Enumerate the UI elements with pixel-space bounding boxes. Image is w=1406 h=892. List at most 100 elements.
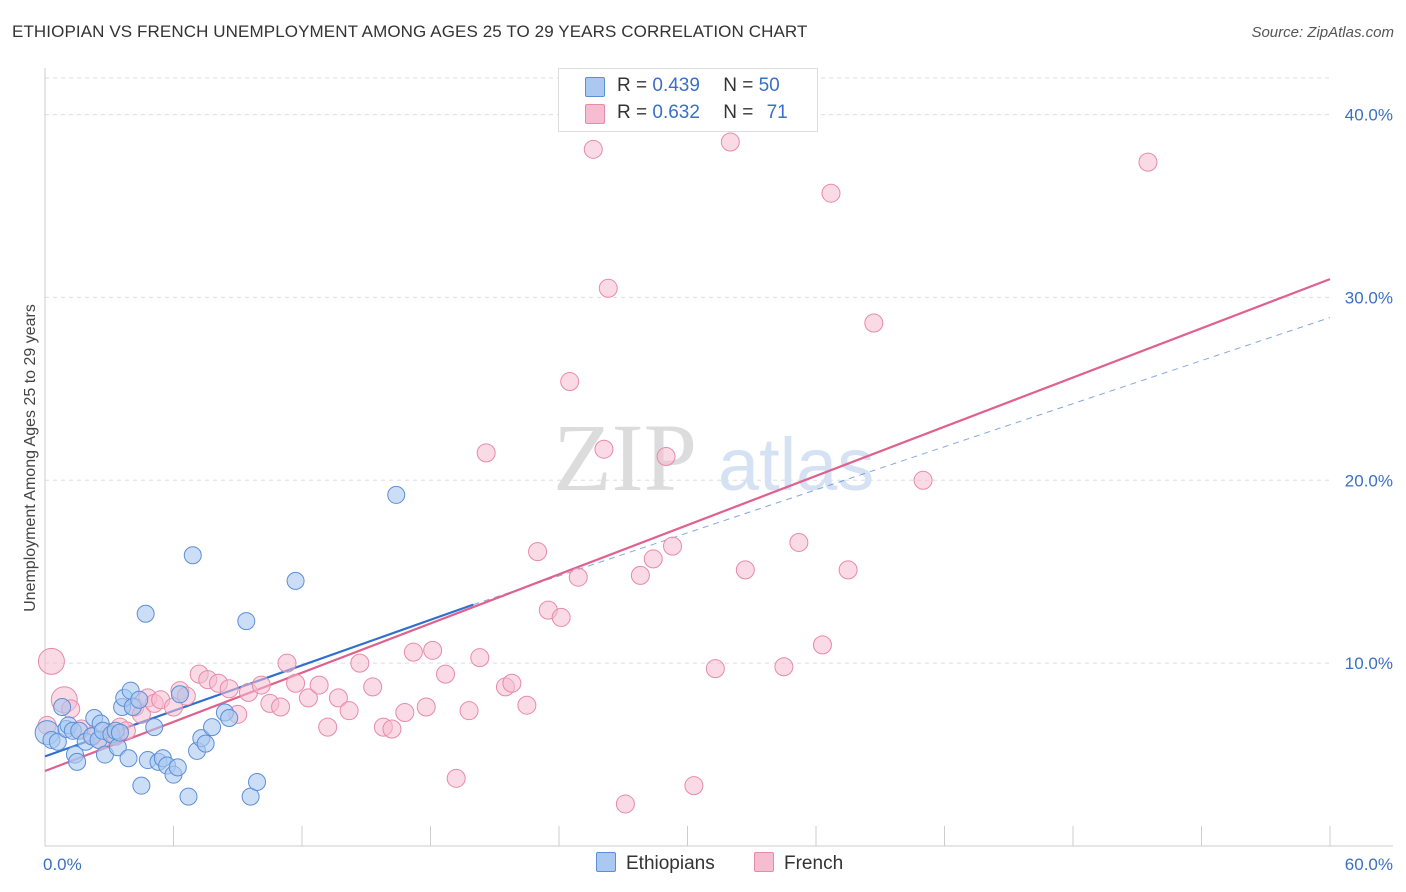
source-credit: Source: ZipAtlas.com [1251,24,1394,41]
french-point [309,675,329,695]
y-tick-label: 10.0% [1345,654,1393,673]
french-point [864,313,884,333]
legend-ethiopians[interactable]: Ethiopians [596,852,715,875]
french-point [630,565,650,585]
french-point [403,642,423,662]
french-point [395,703,415,723]
french-point [551,607,571,627]
ethiopians-r-label: R = [617,75,648,96]
french-point [656,447,676,467]
ethiopians-stats: R = 0.439 N = 50 [617,75,780,97]
french-point [363,677,383,697]
y-tick-label: 40.0% [1345,106,1393,125]
french-point [838,560,858,580]
french-point [416,697,436,717]
ethiopians-point [203,718,222,737]
french-point [812,635,832,655]
french-point [615,794,635,814]
x-tick-label-min: 0.0% [43,855,82,874]
french-point [219,679,239,699]
french-point [318,717,338,737]
french-point [1138,152,1158,172]
french-n-value: 71 [766,102,788,123]
ethiopians-point [196,734,215,753]
data-points [34,132,1158,814]
ethiopians-point [136,604,155,623]
french-point [774,657,794,677]
trend-lines [44,278,1331,773]
french-point [583,139,603,159]
ethiopians-point [286,571,305,590]
ethiopians-point [179,787,198,806]
ethiopians-point [110,723,129,742]
ethiopians-point [248,773,267,791]
french-point [705,659,725,679]
french-point [435,664,455,684]
ethiopians-point [48,732,67,751]
watermark-atlas: atlas [718,423,874,506]
french-point [470,648,490,668]
y-tick-label: 20.0% [1345,471,1393,490]
french-point [643,549,663,569]
ethiopians-point [68,752,87,771]
ethiopians-point [130,690,149,709]
french-swatch [585,104,605,124]
french-point [251,675,271,695]
tick-labels: 10.0% 20.0% 30.0% 40.0% 0.0% 60.0% [43,106,1393,874]
legend-french-swatch [754,852,774,872]
french-point [720,132,740,152]
ethiopians-n-value: 50 [758,75,780,96]
french-point [663,536,683,556]
gridlines [45,77,1330,664]
french-point [560,372,580,392]
french-point [286,673,306,693]
correlation-legend: R = 0.439 N = 50 R = 0.632 N = 71 [558,68,818,132]
ethiopians-r-value: 0.439 [652,75,700,96]
french-point [502,673,522,693]
french-r-value: 0.632 [652,102,700,123]
french-point [517,695,537,715]
y-tick-label: 30.0% [1345,288,1393,307]
x-tick-label-max: 60.0% [1345,855,1393,874]
french-point [382,719,402,739]
french-point [789,532,809,552]
french-point [913,470,933,490]
french-point [339,701,359,721]
legend-french[interactable]: French [754,852,843,875]
ethiopians-point [170,685,189,704]
ethiopians-point [53,698,72,717]
french-point [350,653,370,673]
french-point [684,776,704,796]
french-point [735,560,755,580]
french-point [446,768,466,788]
french-point [821,183,841,203]
french-stats: R = 0.632 N = 71 [617,102,788,124]
french-point [598,278,618,298]
french-point [37,647,65,675]
ethiopians-trend-extension [473,317,1331,606]
ethiopians-point [237,612,256,631]
french-point [277,653,297,673]
french-point [459,701,479,721]
ethiopians-n-label: N = [723,75,754,96]
french-n-label: N = [723,102,754,123]
ethiopians-point [387,485,406,504]
french-point [528,542,548,562]
ethiopians-swatch [585,77,605,97]
ethiopians-point [183,546,202,565]
ethiopians-point [220,709,239,727]
french-point [298,688,318,708]
chart-title: ETHIOPIAN VS FRENCH UNEMPLOYMENT AMONG A… [12,22,808,41]
legend-ethiopians-swatch [596,852,616,872]
french-trend-line [44,278,1331,773]
french-point [594,439,614,459]
ethiopians-point [132,776,151,795]
french-point [476,443,496,463]
legend-ethiopians-label: Ethiopians [626,853,715,874]
ethiopians-point [145,718,164,737]
french-point [328,688,348,708]
ethiopians-point [168,758,187,777]
ethiopians-point [119,749,138,768]
french-point [271,697,291,717]
